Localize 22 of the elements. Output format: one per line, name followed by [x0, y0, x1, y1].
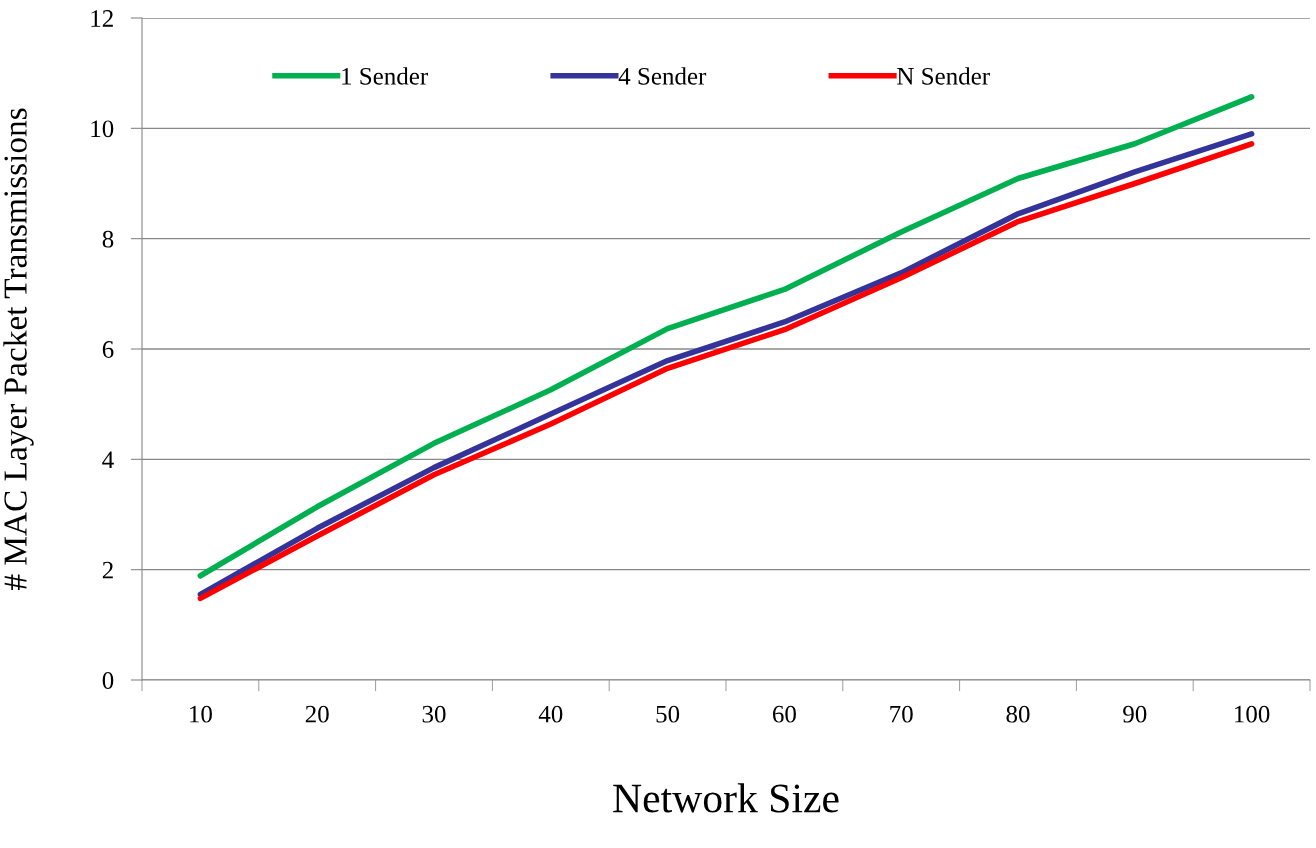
y-tick-label: 8: [102, 230, 114, 248]
legend-label: N Sender: [897, 67, 990, 85]
x-tick-label: 50: [656, 705, 680, 723]
y-tick-label: 12: [91, 10, 113, 27]
y-tick-label: 2: [102, 561, 113, 579]
x-tick-label: 30: [422, 705, 446, 723]
x-tick-label: 90: [1123, 705, 1147, 723]
y-axis-title: # MAC Layer Packet Transmissions: [3, 108, 34, 591]
x-tick-label: 70: [890, 705, 913, 723]
y-tick-label: 0: [102, 672, 114, 689]
x-tick-label: 80: [1006, 705, 1030, 723]
x-axis-title: Network Size: [613, 783, 839, 813]
x-tick-label: 20: [305, 705, 329, 723]
y-tick-label: 4: [102, 451, 114, 469]
legend-label: 1 Sender: [342, 67, 428, 85]
y-tick-label: 6: [102, 341, 114, 358]
y-tick-label: 10: [91, 120, 114, 138]
x-tick-label: 40: [538, 705, 563, 723]
x-tick-label: 10: [190, 705, 212, 723]
x-tick-label: 100: [1235, 705, 1270, 723]
legend-label: 4 Sender: [618, 67, 707, 85]
x-tick-label: 60: [772, 705, 796, 723]
